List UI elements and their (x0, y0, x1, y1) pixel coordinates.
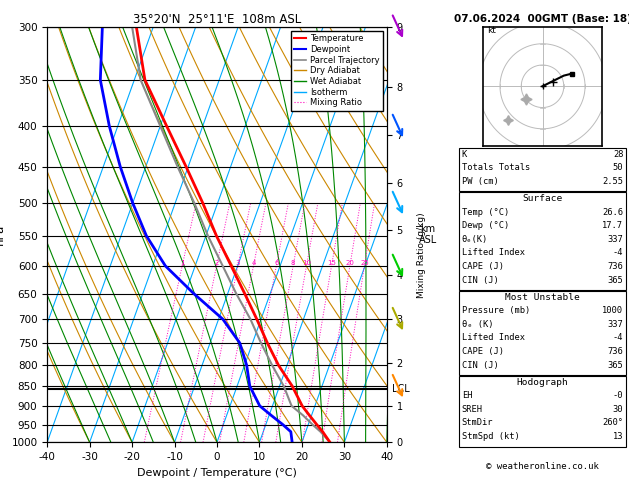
Text: Surface: Surface (523, 194, 562, 203)
Text: 736: 736 (608, 262, 623, 271)
Text: StmDir: StmDir (462, 418, 493, 428)
Text: Temp (°C): Temp (°C) (462, 208, 509, 217)
Text: 260°: 260° (603, 418, 623, 428)
Text: 736: 736 (608, 347, 623, 356)
Text: -4: -4 (613, 333, 623, 343)
Y-axis label: hPa: hPa (0, 224, 6, 245)
Text: 15: 15 (327, 260, 336, 266)
Text: 337: 337 (608, 320, 623, 329)
Text: 1000: 1000 (603, 306, 623, 315)
Legend: Temperature, Dewpoint, Parcel Trajectory, Dry Adiabat, Wet Adiabat, Isotherm, Mi: Temperature, Dewpoint, Parcel Trajectory… (291, 31, 382, 110)
Text: θₑ(K): θₑ(K) (462, 235, 488, 244)
Text: 4: 4 (251, 260, 255, 266)
Text: 25: 25 (360, 260, 369, 266)
Text: 13: 13 (613, 432, 623, 441)
Text: Most Unstable: Most Unstable (505, 293, 580, 302)
Text: 30: 30 (613, 405, 623, 414)
Y-axis label: km
ASL: km ASL (419, 224, 437, 245)
Text: LCL: LCL (392, 384, 410, 394)
Text: 365: 365 (608, 361, 623, 370)
Text: 10: 10 (302, 260, 311, 266)
Text: 3: 3 (236, 260, 240, 266)
Text: Lifted Index: Lifted Index (462, 248, 525, 258)
Text: 8: 8 (291, 260, 296, 266)
Text: 50: 50 (613, 163, 623, 173)
Text: Pressure (mb): Pressure (mb) (462, 306, 530, 315)
Text: 2: 2 (214, 260, 219, 266)
Text: θₑ (K): θₑ (K) (462, 320, 493, 329)
Text: 20: 20 (345, 260, 354, 266)
Text: CAPE (J): CAPE (J) (462, 347, 504, 356)
Text: 28: 28 (613, 150, 623, 159)
Text: CIN (J): CIN (J) (462, 276, 498, 285)
Text: CAPE (J): CAPE (J) (462, 262, 504, 271)
Text: kt: kt (487, 26, 496, 35)
Text: SREH: SREH (462, 405, 482, 414)
Text: K: K (462, 150, 467, 159)
Text: -0: -0 (613, 391, 623, 400)
Text: Mixing Ratio (g/kg): Mixing Ratio (g/kg) (417, 212, 426, 298)
Text: Dewp (°C): Dewp (°C) (462, 221, 509, 230)
Text: Totals Totals: Totals Totals (462, 163, 530, 173)
Text: 2.55: 2.55 (603, 177, 623, 186)
Text: CIN (J): CIN (J) (462, 361, 498, 370)
Text: 1: 1 (180, 260, 184, 266)
Text: Hodograph: Hodograph (516, 378, 569, 387)
Text: © weatheronline.co.uk: © weatheronline.co.uk (486, 462, 599, 471)
Text: StmSpd (kt): StmSpd (kt) (462, 432, 520, 441)
Text: Lifted Index: Lifted Index (462, 333, 525, 343)
Title: 35°20'N  25°11'E  108m ASL: 35°20'N 25°11'E 108m ASL (133, 13, 301, 26)
Text: 337: 337 (608, 235, 623, 244)
Text: EH: EH (462, 391, 472, 400)
Text: 365: 365 (608, 276, 623, 285)
Text: PW (cm): PW (cm) (462, 177, 498, 186)
Text: -4: -4 (613, 248, 623, 258)
Text: 17.7: 17.7 (603, 221, 623, 230)
X-axis label: Dewpoint / Temperature (°C): Dewpoint / Temperature (°C) (137, 468, 297, 478)
Text: 07.06.2024  00GMT (Base: 18): 07.06.2024 00GMT (Base: 18) (454, 14, 629, 24)
Text: 6: 6 (274, 260, 279, 266)
Text: 26.6: 26.6 (603, 208, 623, 217)
